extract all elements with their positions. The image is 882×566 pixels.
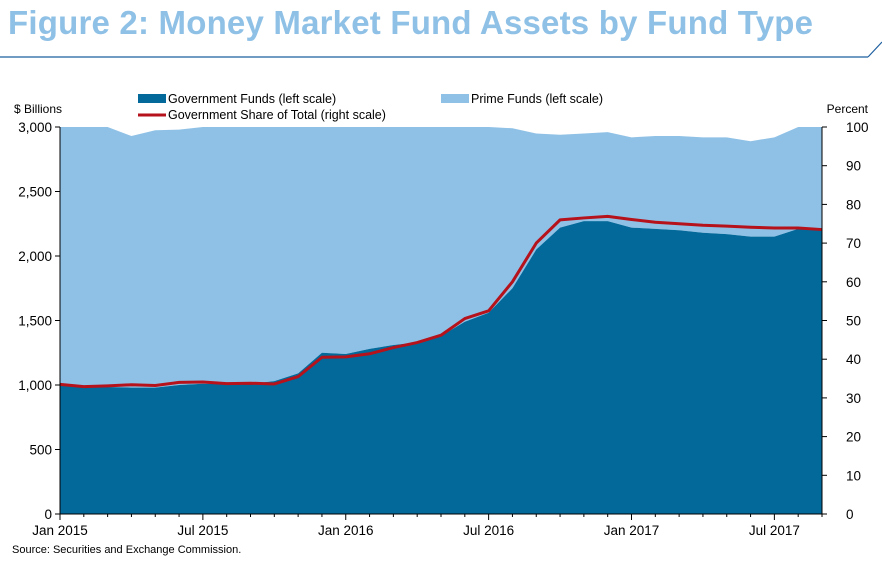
left-tick-label: 500 — [29, 443, 52, 458]
legend-swatch-prime — [441, 94, 469, 103]
left-tick-label: 1,500 — [18, 314, 52, 329]
legend-label-prime: Prime Funds (left scale) — [471, 92, 603, 106]
right-tick-label: 60 — [846, 275, 861, 290]
left-tick-label: 1,000 — [18, 378, 52, 393]
right-axis-unit: Percent — [827, 102, 869, 116]
government-share-line — [59, 214, 823, 389]
left-tick-label: 0 — [44, 507, 52, 522]
right-tick-label: 0 — [846, 507, 854, 522]
right-tick-label: 40 — [846, 352, 861, 367]
right-tick-label: 100 — [846, 120, 869, 135]
left-tick-label: 2,500 — [18, 185, 52, 200]
left-axis-ticks: 0 500 1,000 1,500 2,000 2,500 3,000 — [18, 120, 60, 522]
right-axis-ticks: 0 10 20 30 40 50 60 70 80 90 100 — [822, 120, 869, 522]
legend-item-prime: Prime Funds (left scale) — [441, 92, 603, 106]
right-tick-label: 10 — [846, 468, 861, 483]
right-tick-label: 70 — [846, 236, 861, 251]
source-note: Source: Securities and Exchange Commissi… — [12, 544, 241, 556]
prime-funds-area — [60, 127, 822, 388]
figure-title: Figure 2: Money Market Fund Assets by Fu… — [8, 4, 814, 41]
plot-areas — [59, 127, 823, 515]
legend-item-share: Government Share of Total (right scale) — [138, 108, 386, 122]
government-funds-area — [60, 221, 822, 515]
x-tick-label: Jul 2016 — [463, 523, 514, 538]
legend: Government Funds (left scale) Prime Fund… — [138, 92, 603, 122]
right-tick-label: 20 — [846, 430, 861, 445]
right-tick-label: 90 — [846, 159, 861, 174]
x-axis-ticks: Jan 2015 Jul 2015 Jan 2016 Jul 2016 Jan 2017… — [32, 514, 823, 538]
right-tick-label: 80 — [846, 197, 861, 212]
x-tick-label: Jan 2015 — [32, 523, 88, 538]
header-rule — [0, 41, 882, 58]
left-tick-label: 2,000 — [18, 249, 52, 264]
legend-swatch-government — [138, 94, 166, 103]
x-tick-label: Jan 2016 — [318, 523, 374, 538]
axes: 0 500 1,000 1,500 2,000 2,500 3,000 0 10 20 30 40 5… — [18, 120, 868, 538]
left-tick-label: 3,000 — [18, 120, 52, 135]
legend-label-government: Government Funds (left scale) — [168, 92, 336, 106]
x-tick-label: Jul 2017 — [749, 523, 800, 538]
legend-item-government: Government Funds (left scale) — [138, 92, 336, 106]
right-tick-label: 30 — [846, 391, 861, 406]
x-tick-label: Jul 2015 — [177, 523, 228, 538]
x-tick-label: Jan 2017 — [604, 523, 660, 538]
left-axis-unit: $ Billions — [14, 102, 62, 116]
legend-label-share: Government Share of Total (right scale) — [168, 108, 386, 122]
right-tick-label: 50 — [846, 314, 861, 329]
